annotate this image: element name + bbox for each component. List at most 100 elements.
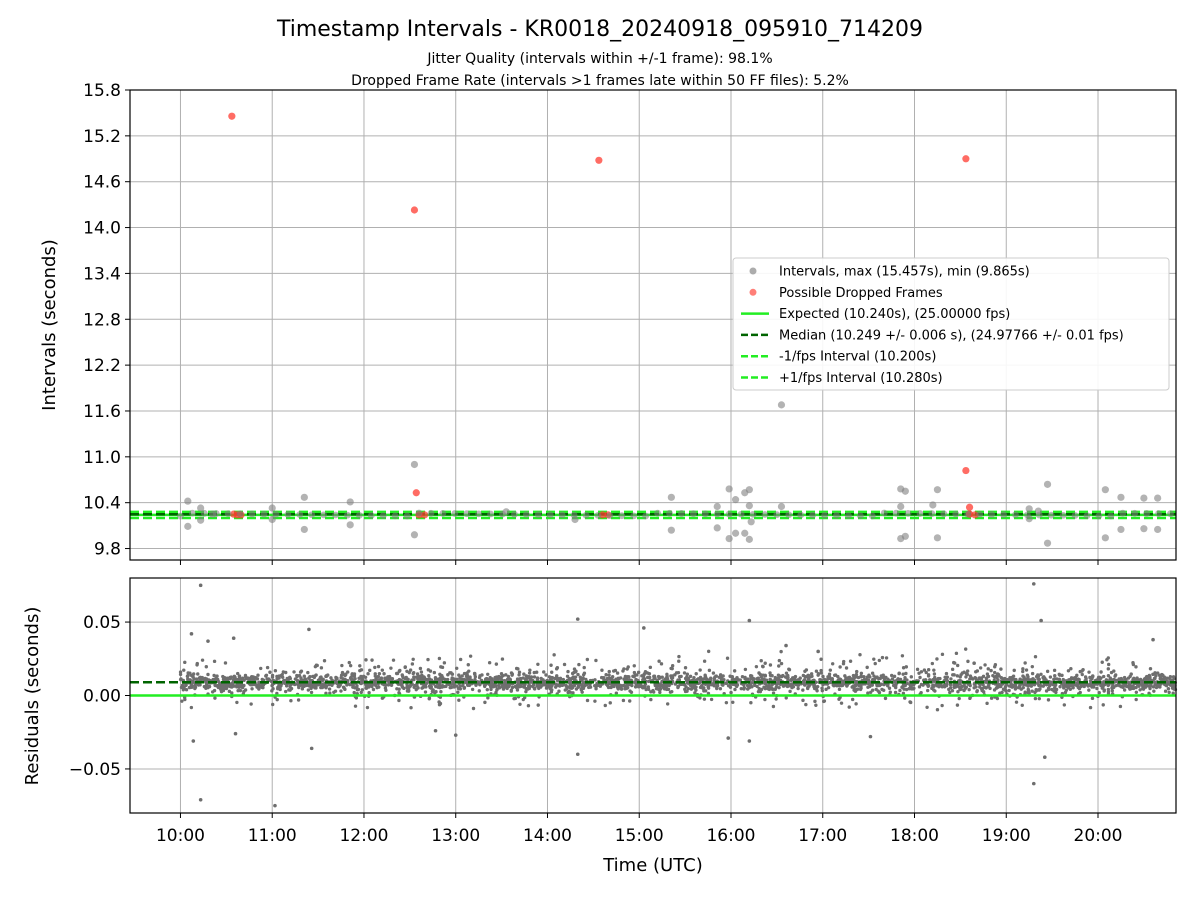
residual-point [230, 691, 234, 695]
residual-point [754, 664, 759, 669]
residual-point [1036, 673, 1040, 677]
residual-point [1033, 696, 1038, 701]
residual-point [726, 736, 731, 740]
residual-point [364, 686, 368, 690]
residual-point [355, 688, 360, 692]
residual-point [270, 702, 275, 707]
interval-point [197, 516, 205, 524]
interval-point [272, 510, 280, 518]
residual-point [1091, 674, 1095, 678]
residual-point [1025, 673, 1030, 677]
residual-point [773, 675, 778, 680]
residual-point [922, 668, 927, 672]
residual-point [1138, 688, 1142, 692]
residual-point [1033, 654, 1038, 659]
residual-point [855, 669, 859, 674]
residual-point [195, 663, 199, 667]
residual-point [950, 689, 955, 693]
residual-point [512, 696, 516, 701]
residual-point [607, 669, 611, 674]
residual-point [901, 684, 905, 688]
interval-point [1083, 512, 1091, 520]
x-tick-label: 19:00 [982, 826, 1031, 846]
dropped-frame-point [962, 155, 970, 163]
residual-point [574, 687, 579, 691]
interval-point [809, 511, 817, 519]
residual-point [908, 700, 913, 705]
residual-point [904, 671, 908, 676]
residual-point [508, 678, 513, 682]
residual-point [1084, 676, 1088, 681]
residual-point [405, 689, 410, 693]
residual-point [1134, 665, 1138, 669]
residual-point [892, 674, 897, 679]
residual-point [720, 682, 724, 687]
residual-point [1026, 688, 1031, 693]
residual-point [665, 702, 670, 706]
residual-point [340, 663, 344, 668]
residual-point [992, 670, 997, 675]
residual-point [709, 697, 714, 702]
interval-point [725, 535, 733, 543]
residual-point [504, 673, 508, 677]
bottom-plot-x-ticks: 10:00 11:00 12:00 13:00 14:00 15:00 16:00 17:00… [156, 813, 1123, 846]
residual-point [198, 583, 203, 588]
residual-point [877, 658, 882, 663]
residual-point [565, 674, 570, 678]
residual-point [380, 668, 385, 672]
interval-point [741, 529, 749, 537]
interval-point [268, 504, 276, 512]
residual-point [237, 682, 242, 687]
residual-point [348, 663, 353, 668]
residual-point [746, 677, 750, 681]
residual-point [256, 673, 260, 677]
interval-point [284, 511, 292, 518]
residual-point [473, 672, 477, 676]
residual-point [926, 674, 931, 678]
residual-point [261, 685, 265, 690]
residual-point [932, 668, 936, 672]
residual-point [249, 702, 253, 706]
residual-point [889, 673, 894, 678]
interval-point [773, 511, 781, 519]
residual-point [411, 671, 415, 676]
residual-point [1042, 677, 1046, 682]
residual-point [761, 673, 765, 677]
residual-point [621, 698, 626, 703]
residual-point [497, 686, 502, 690]
residual-point [1122, 688, 1127, 692]
residual-point [966, 659, 970, 664]
residual-point [1020, 703, 1024, 707]
residual-point [814, 680, 818, 684]
residual-point [931, 684, 935, 688]
residual-point [437, 700, 441, 704]
residual-point [732, 669, 737, 673]
residual-point [376, 664, 381, 669]
residual-point [395, 687, 399, 691]
residual-point [582, 684, 587, 688]
residual-point [214, 676, 218, 681]
residual-point [883, 696, 888, 701]
residual-point [647, 672, 652, 676]
residual-point [231, 636, 236, 641]
residual-point [411, 657, 415, 662]
residual-point [845, 677, 849, 681]
residual-point [354, 696, 359, 700]
residual-point [439, 690, 443, 694]
residual-point [955, 703, 960, 707]
interval-point [964, 510, 972, 518]
residual-point [235, 685, 239, 689]
residual-point [289, 699, 293, 703]
residual-point [649, 697, 653, 702]
residual-point [370, 658, 374, 662]
residual-point [494, 684, 498, 688]
residual-point [756, 689, 761, 694]
residual-point [497, 683, 501, 687]
residual-point [1062, 703, 1067, 707]
residual-point [567, 689, 571, 694]
residual-point [199, 676, 203, 680]
residual-point [1125, 684, 1129, 689]
residual-point [483, 677, 488, 681]
residual-point [948, 683, 953, 687]
residual-point [872, 657, 876, 661]
